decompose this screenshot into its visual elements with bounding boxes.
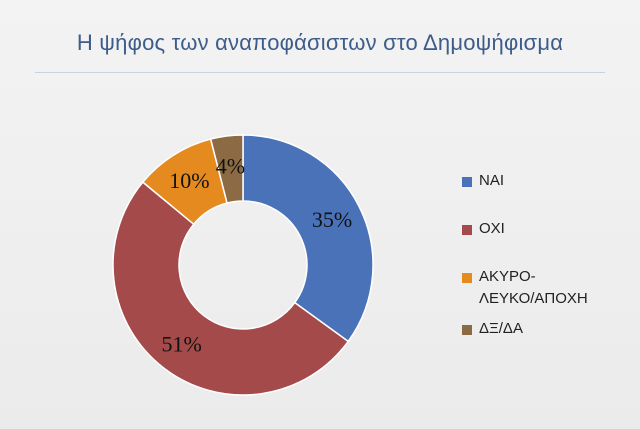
legend-item-nai: ΝΑΙ <box>462 170 619 192</box>
legend-item-akyro: ΑΚΥΡΟ- ΛΕΥΚΟ/ΑΠΟΧΗ <box>462 266 619 310</box>
legend-label-line: ΟΧΙ <box>479 220 505 237</box>
data-label-dxda: 4% <box>216 153 245 178</box>
chart-title: Η ψήφος των αναποφάσιστων στο Δημοψήφισμ… <box>76 30 564 55</box>
data-label-akyro: 10% <box>169 168 209 193</box>
legend-swatch-nai <box>462 177 472 187</box>
title-divider <box>35 72 605 73</box>
legend-label-line: ΑΚΥΡΟ- <box>479 268 536 285</box>
legend-label-line: ΛΕΥΚΟ/ΑΠΟΧΗ <box>479 290 588 307</box>
legend-swatch-ochi <box>462 225 472 235</box>
legend-swatch-akyro <box>462 273 472 283</box>
slice-dxda <box>209 134 244 204</box>
legend-label-line: ΔΞ/ΔΑ <box>479 320 523 337</box>
slice-ochi <box>112 181 350 396</box>
legend-label-akyro: ΑΚΥΡΟ- ΛΕΥΚΟ/ΑΠΟΧΗ <box>479 266 619 310</box>
legend-item-ochi: ΟΧΙ <box>462 218 619 240</box>
legend-label-line: ΝΑΙ <box>479 172 505 189</box>
legend-swatch-dxda <box>462 325 472 335</box>
legend-label-ochi: ΟΧΙ <box>479 218 619 240</box>
slice-nai <box>242 134 374 343</box>
legend-item-dxda: ΔΞ/ΔΑ <box>462 318 619 340</box>
legend-label-nai: ΝΑΙ <box>479 170 619 192</box>
data-label-nai: 35% <box>312 207 352 232</box>
data-label-ochi: 51% <box>162 332 202 357</box>
legend-label-dxda: ΔΞ/ΔΑ <box>479 318 619 340</box>
